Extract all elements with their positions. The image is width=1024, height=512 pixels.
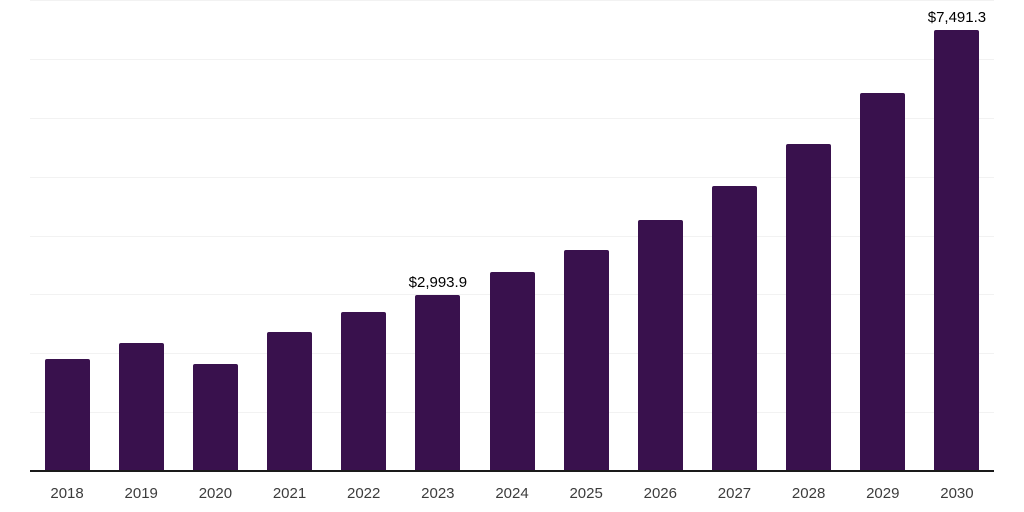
bar-2024 [489, 272, 535, 471]
gridline-5000 [30, 176, 994, 178]
gridline-8000 [30, 0, 994, 1]
bar-2028 [786, 143, 832, 471]
bar-2029 [860, 93, 906, 471]
x-tick-2028: 2028 [791, 485, 826, 502]
gridline-7000 [30, 58, 994, 60]
bar-2020 [192, 364, 238, 471]
value-label-2023: $2,993.9 [408, 273, 468, 291]
bar-2018 [44, 359, 90, 471]
x-tick-2025: 2025 [569, 485, 603, 502]
gridline-4000 [30, 235, 994, 237]
gridline-6000 [30, 117, 994, 119]
x-tick-2030: 2030 [940, 485, 974, 502]
bar-2023 [415, 294, 461, 471]
bar-2026 [637, 220, 683, 471]
bar-2021 [267, 332, 313, 471]
x-tick-2021: 2021 [272, 485, 307, 502]
x-tick-2023: 2023 [421, 485, 455, 502]
x-tick-2018: 2018 [50, 485, 84, 502]
value-label-2030: $7,491.3 [927, 8, 987, 26]
x-tick-2027: 2027 [717, 485, 752, 502]
x-tick-2029: 2029 [866, 485, 900, 502]
bar-2027 [711, 185, 757, 471]
bar-2025 [563, 249, 609, 471]
x-tick-2020: 2020 [198, 485, 233, 502]
x-tick-2024: 2024 [495, 485, 529, 502]
bar-2022 [341, 312, 387, 471]
x-tick-2026: 2026 [643, 485, 677, 502]
bar-2019 [118, 342, 164, 471]
x-axis-line [30, 470, 994, 472]
x-tick-2022: 2022 [347, 485, 381, 502]
bar-2030 [934, 29, 980, 471]
x-tick-2019: 2019 [124, 485, 158, 502]
